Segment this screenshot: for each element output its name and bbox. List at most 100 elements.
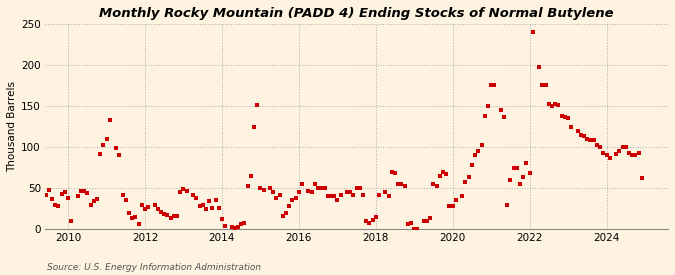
Point <box>66 219 77 223</box>
Point <box>505 178 516 182</box>
Point <box>220 224 231 228</box>
Point <box>495 108 506 112</box>
Point <box>393 182 404 186</box>
Point <box>101 137 112 141</box>
Point <box>271 196 282 200</box>
Point <box>589 138 599 143</box>
Point <box>547 104 558 108</box>
Title: Monthly Rocky Mountain (PADD 4) Ending Stocks of Normal Butylene: Monthly Rocky Mountain (PADD 4) Ending S… <box>99 7 614 20</box>
Point <box>473 149 484 153</box>
Point <box>258 188 269 192</box>
Point <box>448 204 458 208</box>
Point <box>124 211 134 215</box>
Point <box>553 103 564 107</box>
Point <box>226 225 237 230</box>
Point <box>197 202 208 207</box>
Point <box>92 197 103 201</box>
Point <box>457 194 468 199</box>
Point <box>255 186 266 190</box>
Point <box>242 184 253 189</box>
Point <box>358 192 369 197</box>
Point <box>43 188 54 192</box>
Point <box>617 145 628 149</box>
Point <box>364 220 375 225</box>
Point <box>127 215 138 220</box>
Point <box>82 191 92 195</box>
Point <box>296 182 307 186</box>
Point <box>499 114 510 119</box>
Point <box>175 190 186 194</box>
Point <box>637 176 647 180</box>
Point <box>514 182 525 186</box>
Point <box>383 194 394 199</box>
Point <box>37 175 48 180</box>
Point <box>268 190 279 194</box>
Point <box>524 171 535 175</box>
Point <box>527 30 538 34</box>
Point <box>284 204 295 208</box>
Point <box>130 214 141 219</box>
Point <box>274 192 285 197</box>
Point <box>389 171 400 175</box>
Point <box>290 196 301 200</box>
Point <box>140 207 151 212</box>
Point <box>399 183 410 188</box>
Point <box>325 194 336 199</box>
Point <box>194 204 205 208</box>
Point <box>576 133 587 137</box>
Point <box>316 186 327 190</box>
Point <box>348 192 358 197</box>
Point <box>563 116 574 120</box>
Point <box>329 194 340 199</box>
Point <box>169 214 180 218</box>
Point <box>136 202 147 207</box>
Point <box>435 174 446 178</box>
Point <box>105 118 115 122</box>
Point <box>335 192 346 197</box>
Point <box>604 155 615 160</box>
Point <box>409 227 420 231</box>
Point <box>354 186 365 190</box>
Point <box>236 222 246 226</box>
Point <box>489 83 500 88</box>
Point <box>418 219 429 223</box>
Point <box>371 214 381 219</box>
Point <box>425 215 435 220</box>
Point <box>560 114 570 119</box>
Point <box>582 137 593 141</box>
Point <box>402 222 413 226</box>
Point <box>601 153 612 158</box>
Point <box>40 192 51 197</box>
Point <box>360 219 371 223</box>
Point <box>540 83 551 88</box>
Point <box>53 204 64 208</box>
Point <box>246 174 256 178</box>
Point <box>620 145 631 149</box>
Point <box>162 213 173 217</box>
Point <box>512 165 522 170</box>
Point <box>59 190 70 194</box>
Point <box>114 153 125 158</box>
Point <box>483 104 493 108</box>
Point <box>281 211 292 215</box>
Point <box>79 188 90 193</box>
Point <box>332 198 343 203</box>
Point <box>230 226 240 230</box>
Point <box>428 182 439 186</box>
Point <box>479 114 490 118</box>
Point <box>178 187 189 191</box>
Point <box>572 128 583 133</box>
Point <box>386 169 397 174</box>
Point <box>437 169 448 174</box>
Point <box>153 207 163 211</box>
Point <box>117 192 128 197</box>
Point <box>396 182 407 186</box>
Point <box>598 151 609 155</box>
Y-axis label: Thousand Barrels: Thousand Barrels <box>7 81 17 172</box>
Point <box>233 224 244 229</box>
Point <box>518 175 529 180</box>
Point <box>367 218 378 222</box>
Point <box>310 182 321 186</box>
Point <box>585 138 596 142</box>
Point <box>56 192 67 196</box>
